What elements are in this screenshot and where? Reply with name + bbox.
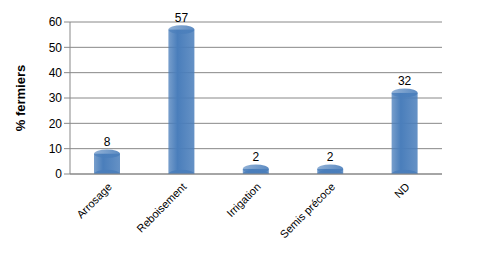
svg-text:50: 50: [49, 41, 63, 55]
svg-text:30: 30: [49, 91, 63, 105]
svg-text:2: 2: [327, 150, 334, 164]
svg-text:60: 60: [49, 15, 63, 29]
svg-text:32: 32: [398, 74, 412, 88]
svg-text:Reboisement: Reboisement: [134, 180, 188, 234]
svg-text:20: 20: [49, 117, 63, 131]
svg-text:10: 10: [49, 142, 63, 156]
svg-text:% fermiers: % fermiers: [13, 65, 28, 131]
svg-text:Irrigation: Irrigation: [224, 180, 263, 219]
svg-text:8: 8: [104, 135, 111, 149]
svg-text:40: 40: [49, 66, 63, 80]
svg-text:0: 0: [55, 167, 62, 181]
svg-text:Arrosage: Arrosage: [74, 180, 114, 220]
svg-text:ND: ND: [392, 180, 412, 200]
svg-text:Semis précoce: Semis précoce: [277, 180, 337, 240]
svg-text:2: 2: [252, 150, 259, 164]
svg-text:57: 57: [175, 11, 189, 25]
